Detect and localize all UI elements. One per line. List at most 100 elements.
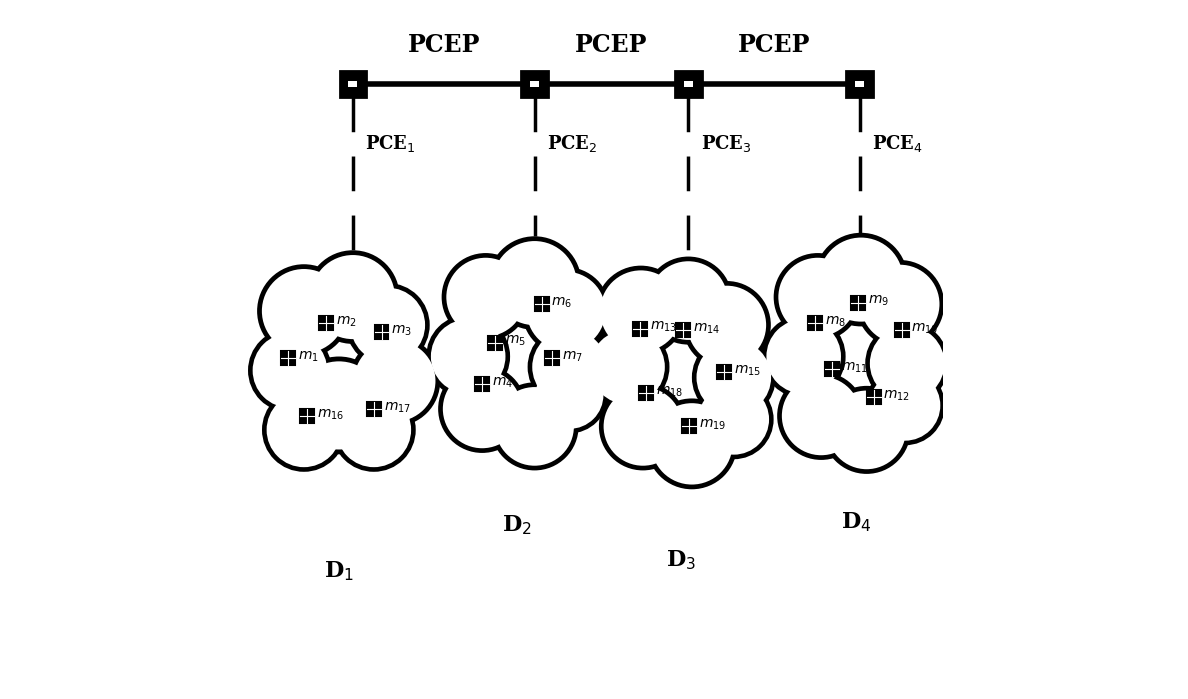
Text: $m_5$: $m_5$ (505, 334, 525, 348)
Bar (684, 80, 693, 87)
Circle shape (350, 288, 425, 362)
Circle shape (266, 393, 341, 467)
Circle shape (535, 360, 605, 430)
Circle shape (354, 340, 436, 421)
Circle shape (525, 271, 607, 352)
Bar (374, 325, 388, 339)
Circle shape (688, 286, 766, 364)
Circle shape (651, 403, 733, 484)
Circle shape (826, 389, 908, 470)
Bar (340, 71, 366, 97)
Circle shape (699, 384, 769, 454)
Circle shape (777, 257, 858, 338)
Bar (852, 296, 865, 310)
Circle shape (590, 330, 665, 404)
Circle shape (532, 330, 607, 404)
Bar (530, 80, 539, 87)
Circle shape (868, 325, 946, 402)
Bar (808, 316, 822, 330)
Text: $m_{14}$: $m_{14}$ (694, 322, 720, 336)
Bar (682, 419, 696, 433)
Text: $m_{18}$: $m_{18}$ (656, 384, 683, 398)
Text: $m_7$: $m_7$ (562, 350, 583, 363)
Circle shape (589, 329, 666, 405)
Text: $m_3$: $m_3$ (391, 324, 412, 338)
Circle shape (696, 340, 771, 415)
Circle shape (335, 391, 412, 468)
Circle shape (492, 240, 577, 326)
Circle shape (687, 284, 767, 366)
Text: $m_9$: $m_9$ (868, 294, 889, 308)
Circle shape (443, 370, 522, 448)
Circle shape (431, 319, 505, 394)
Circle shape (494, 386, 575, 467)
Text: $m_1$: $m_1$ (298, 350, 318, 363)
Circle shape (870, 326, 944, 401)
Circle shape (778, 258, 857, 336)
Text: D$_1$: D$_1$ (324, 559, 354, 583)
Text: PCEP: PCEP (738, 34, 810, 57)
Circle shape (604, 387, 682, 466)
Circle shape (868, 369, 941, 442)
Circle shape (265, 391, 342, 468)
Bar (633, 322, 647, 336)
Circle shape (531, 329, 608, 405)
Circle shape (430, 318, 506, 395)
Text: $m_{12}$: $m_{12}$ (884, 389, 910, 403)
Circle shape (817, 236, 904, 323)
Text: $m_{15}$: $m_{15}$ (734, 363, 762, 377)
Bar (855, 80, 864, 87)
Circle shape (781, 375, 861, 456)
Circle shape (349, 287, 426, 363)
Text: PCE$_2$: PCE$_2$ (548, 133, 598, 154)
Circle shape (353, 339, 437, 423)
Text: D$_3$: D$_3$ (666, 549, 696, 572)
Bar (301, 409, 315, 423)
Circle shape (526, 272, 606, 350)
Text: PCEP: PCEP (575, 34, 647, 57)
Circle shape (260, 268, 347, 354)
Text: PCE$_4$: PCE$_4$ (872, 133, 923, 154)
Circle shape (446, 257, 526, 338)
Circle shape (860, 264, 941, 345)
Circle shape (310, 254, 396, 340)
Text: PCE$_1$: PCE$_1$ (366, 133, 416, 154)
Bar (676, 323, 690, 337)
Bar (675, 71, 702, 97)
Circle shape (311, 255, 394, 339)
Circle shape (766, 319, 841, 394)
Text: D$_4$: D$_4$ (841, 510, 871, 534)
Circle shape (697, 383, 770, 456)
Bar (522, 71, 548, 97)
Circle shape (819, 238, 903, 322)
Circle shape (649, 261, 728, 340)
Circle shape (293, 360, 384, 451)
Circle shape (695, 339, 772, 416)
Circle shape (252, 332, 328, 409)
Bar (535, 297, 549, 311)
Circle shape (602, 386, 683, 467)
Text: $m_6$: $m_6$ (551, 296, 573, 310)
Bar (846, 71, 873, 97)
Text: PCEP: PCEP (407, 34, 480, 57)
Bar (348, 80, 358, 87)
Circle shape (861, 265, 940, 343)
Bar (866, 390, 880, 404)
Text: $m_4$: $m_4$ (492, 376, 513, 390)
Circle shape (650, 402, 734, 486)
Bar (488, 336, 501, 350)
Circle shape (599, 269, 683, 353)
Text: $m_{17}$: $m_{17}$ (384, 401, 411, 415)
Text: $m_{10}$: $m_{10}$ (911, 322, 939, 336)
Text: D$_2$: D$_2$ (503, 514, 532, 538)
Circle shape (782, 377, 860, 455)
Text: $m_2$: $m_2$ (336, 315, 356, 329)
Circle shape (870, 370, 941, 440)
Bar (824, 362, 839, 376)
Circle shape (442, 368, 523, 449)
Text: $m_{13}$: $m_{13}$ (650, 320, 677, 334)
Circle shape (295, 361, 383, 449)
Circle shape (600, 271, 682, 352)
Circle shape (493, 241, 576, 325)
Circle shape (447, 258, 525, 336)
